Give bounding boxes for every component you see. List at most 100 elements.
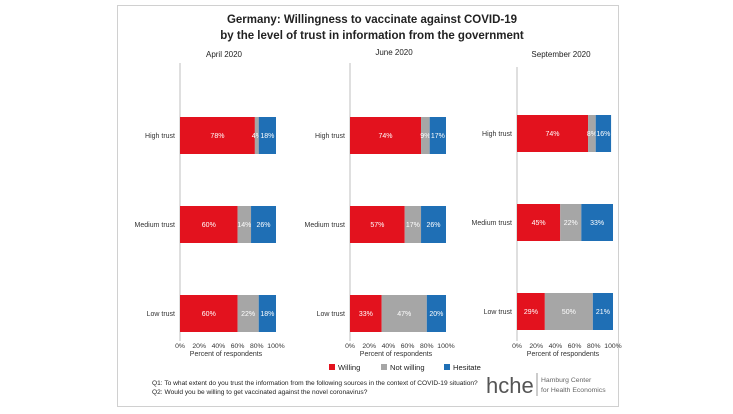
bar-0-0-0: [180, 117, 255, 154]
data-label-1-0-2: 17%: [431, 133, 445, 140]
bar-1-2-2: [426, 295, 446, 332]
data-label-1-2-0: 33%: [359, 311, 373, 318]
x-axis-label-1: Percent of respondents: [360, 351, 433, 358]
data-label-1-1-0: 57%: [370, 222, 384, 229]
bar-0-1-0: [180, 206, 238, 243]
bar-2-1-2: [581, 204, 613, 241]
bar-2-2-2: [592, 293, 613, 330]
bar-2-0-2: [595, 115, 612, 152]
bar-2-2-0: [517, 293, 545, 330]
bar-0-2-1: [237, 295, 259, 332]
x-tick-label-1-1: 20%: [362, 343, 376, 350]
x-tick-label-2-2: 40%: [549, 343, 563, 350]
x-tick-label-2-4: 80%: [587, 343, 601, 350]
legend-label-1: Not willing: [390, 363, 425, 372]
footnote-q2: Q2: Would you be willing to get vaccinat…: [152, 389, 368, 396]
x-tick-label-0-4: 80%: [250, 343, 264, 350]
category-label-2-0: High trust: [482, 131, 512, 138]
bar-1-2-1: [381, 295, 427, 332]
bar-1-0-0: [350, 117, 422, 154]
x-tick-label-0-2: 40%: [212, 343, 226, 350]
category-label-2-1: Medium trust: [472, 220, 513, 227]
data-label-0-0-0: 78%: [210, 133, 224, 140]
bar-1-1-2: [421, 206, 446, 243]
x-tick-label-1-0: 0%: [345, 343, 355, 350]
x-tick-label-1-5: 100%: [437, 343, 454, 350]
x-tick-label-1-3: 60%: [401, 343, 415, 350]
logo-text-line1: Hamburg Center: [541, 377, 592, 384]
x-axis-label-0: Percent of respondents: [190, 351, 263, 358]
data-label-2-2-2: 21%: [596, 309, 610, 316]
x-tick-label-2-3: 60%: [568, 343, 582, 350]
data-label-0-0-2: 18%: [260, 133, 274, 140]
legend-swatch-0: [329, 364, 335, 370]
bar-0-2-0: [180, 295, 238, 332]
bar-1-1-1: [404, 206, 422, 243]
legend-label-2: Hesitate: [453, 363, 481, 372]
data-label-2-0-0: 74%: [546, 131, 560, 138]
data-label-2-1-2: 33%: [590, 220, 604, 227]
x-axis-label-2: Percent of respondents: [527, 351, 600, 358]
data-label-0-1-0: 60%: [202, 222, 216, 229]
footnote-q1: Q1: To what extent do you trust the info…: [152, 380, 478, 387]
legend: Willing Not willing Hesitate: [329, 363, 481, 372]
panel-title-2: September 2020: [531, 50, 591, 59]
data-label-2-2-1: 50%: [562, 309, 576, 316]
bar-2-0-1: [588, 115, 596, 152]
bar-1-0-2: [429, 117, 446, 154]
category-label-2-2: Low trust: [484, 309, 512, 316]
category-label-1-2: Low trust: [317, 311, 345, 318]
data-label-1-1-2: 26%: [427, 222, 441, 229]
chart-title-line1: Germany: Willingness to vaccinate agains…: [227, 14, 517, 26]
data-label-1-1-1: 17%: [406, 222, 420, 229]
logo-text-line2: for Health Economics: [541, 387, 606, 394]
data-label-1-0-1: 9%: [420, 133, 430, 140]
data-label-2-2-0: 29%: [524, 309, 538, 316]
logo-mark: hche: [486, 373, 534, 398]
chart-title-line2: by the level of trust in information fro…: [220, 30, 524, 42]
x-tick-label-1-2: 40%: [382, 343, 396, 350]
data-label-0-2-1: 22%: [241, 311, 255, 318]
data-label-2-1-0: 45%: [532, 220, 546, 227]
bar-1-2-0: [350, 295, 382, 332]
bar-0-2-2: [258, 295, 276, 332]
data-label-0-0-1: 4%: [252, 133, 262, 140]
data-label-1-2-2: 20%: [429, 311, 443, 318]
category-label-0-1: Medium trust: [135, 222, 176, 229]
x-tick-label-0-1: 20%: [192, 343, 206, 350]
data-label-2-1-1: 22%: [564, 220, 578, 227]
data-label-1-0-0: 74%: [379, 133, 393, 140]
data-label-0-2-2: 18%: [260, 311, 274, 318]
panel-title-0: April 2020: [206, 50, 243, 59]
bar-0-0-1: [254, 117, 259, 154]
category-label-1-0: High trust: [315, 133, 345, 140]
x-tick-label-0-5: 100%: [267, 343, 284, 350]
data-label-0-1-1: 14%: [237, 222, 251, 229]
x-tick-label-1-4: 80%: [420, 343, 434, 350]
legend-label-0: Willing: [338, 363, 360, 372]
x-tick-label-2-0: 0%: [512, 343, 522, 350]
category-label-1-1: Medium trust: [305, 222, 346, 229]
legend-swatch-1: [381, 364, 387, 370]
legend-swatch-2: [444, 364, 450, 370]
data-label-2-0-1: 8%: [587, 131, 597, 138]
bar-0-1-1: [237, 206, 252, 243]
data-label-0-1-2: 26%: [257, 222, 271, 229]
data-label-0-2-0: 60%: [202, 311, 216, 318]
category-label-0-2: Low trust: [147, 311, 175, 318]
panel-title-1: June 2020: [375, 48, 413, 57]
bar-1-0-1: [421, 117, 430, 154]
bar-1-1-0: [350, 206, 405, 243]
bar-2-1-1: [560, 204, 582, 241]
bar-2-1-0: [517, 204, 561, 241]
x-tick-label-2-1: 20%: [529, 343, 543, 350]
category-label-0-0: High trust: [145, 133, 175, 140]
x-tick-label-0-3: 60%: [231, 343, 245, 350]
bar-0-1-2: [251, 206, 276, 243]
bar-2-0-0: [517, 115, 589, 152]
data-label-1-2-1: 47%: [397, 311, 411, 318]
data-label-2-0-2: 16%: [596, 131, 610, 138]
